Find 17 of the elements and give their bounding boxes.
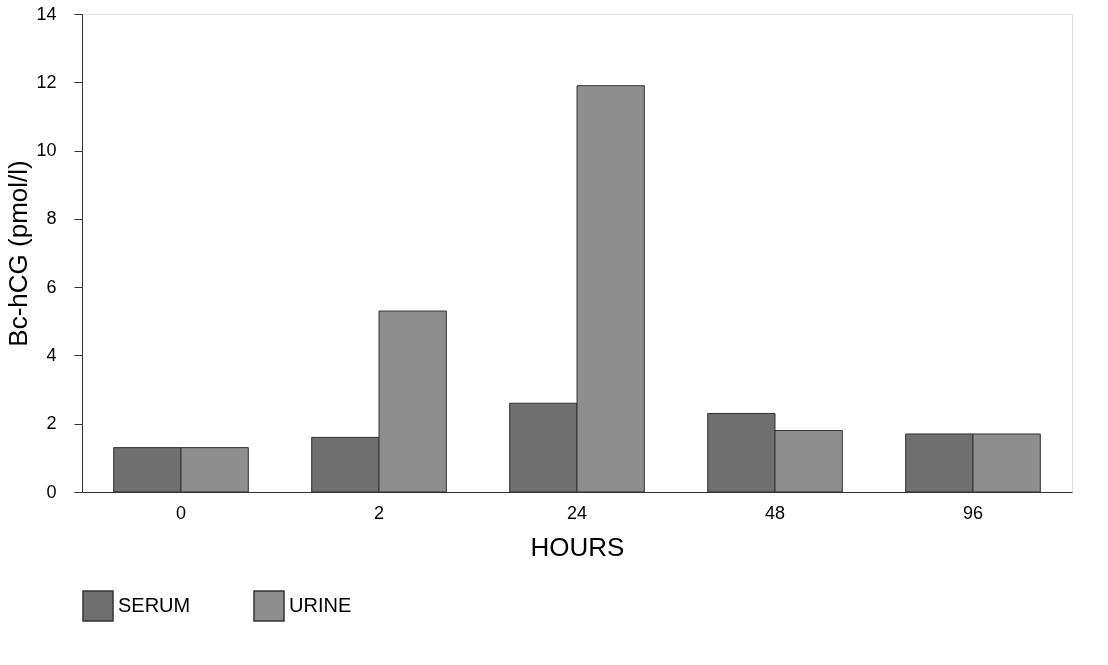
y-tick-label: 2 xyxy=(46,413,57,434)
x-tick-label: 24 xyxy=(566,502,588,523)
y-axis-title: Bc-hCG (pmol/l) xyxy=(3,160,34,347)
y-tick-label: 8 xyxy=(46,208,57,229)
y-tick-label: 6 xyxy=(46,276,57,297)
y-tick-label: 4 xyxy=(46,344,57,365)
y-tick-label: 14 xyxy=(36,3,57,24)
legend-label: SERUM xyxy=(118,594,191,616)
x-tick-label: 96 xyxy=(962,502,984,523)
x-tick-label: 48 xyxy=(764,502,786,523)
x-tick-label: 2 xyxy=(373,502,385,523)
y-tick-label: 10 xyxy=(36,140,57,161)
x-tick-label: 0 xyxy=(175,502,187,523)
x-axis-title: HOURS xyxy=(530,531,625,562)
legend-label: URINE xyxy=(289,594,352,616)
y-tick-label: 0 xyxy=(46,481,57,502)
y-tick-label: 12 xyxy=(36,71,57,92)
